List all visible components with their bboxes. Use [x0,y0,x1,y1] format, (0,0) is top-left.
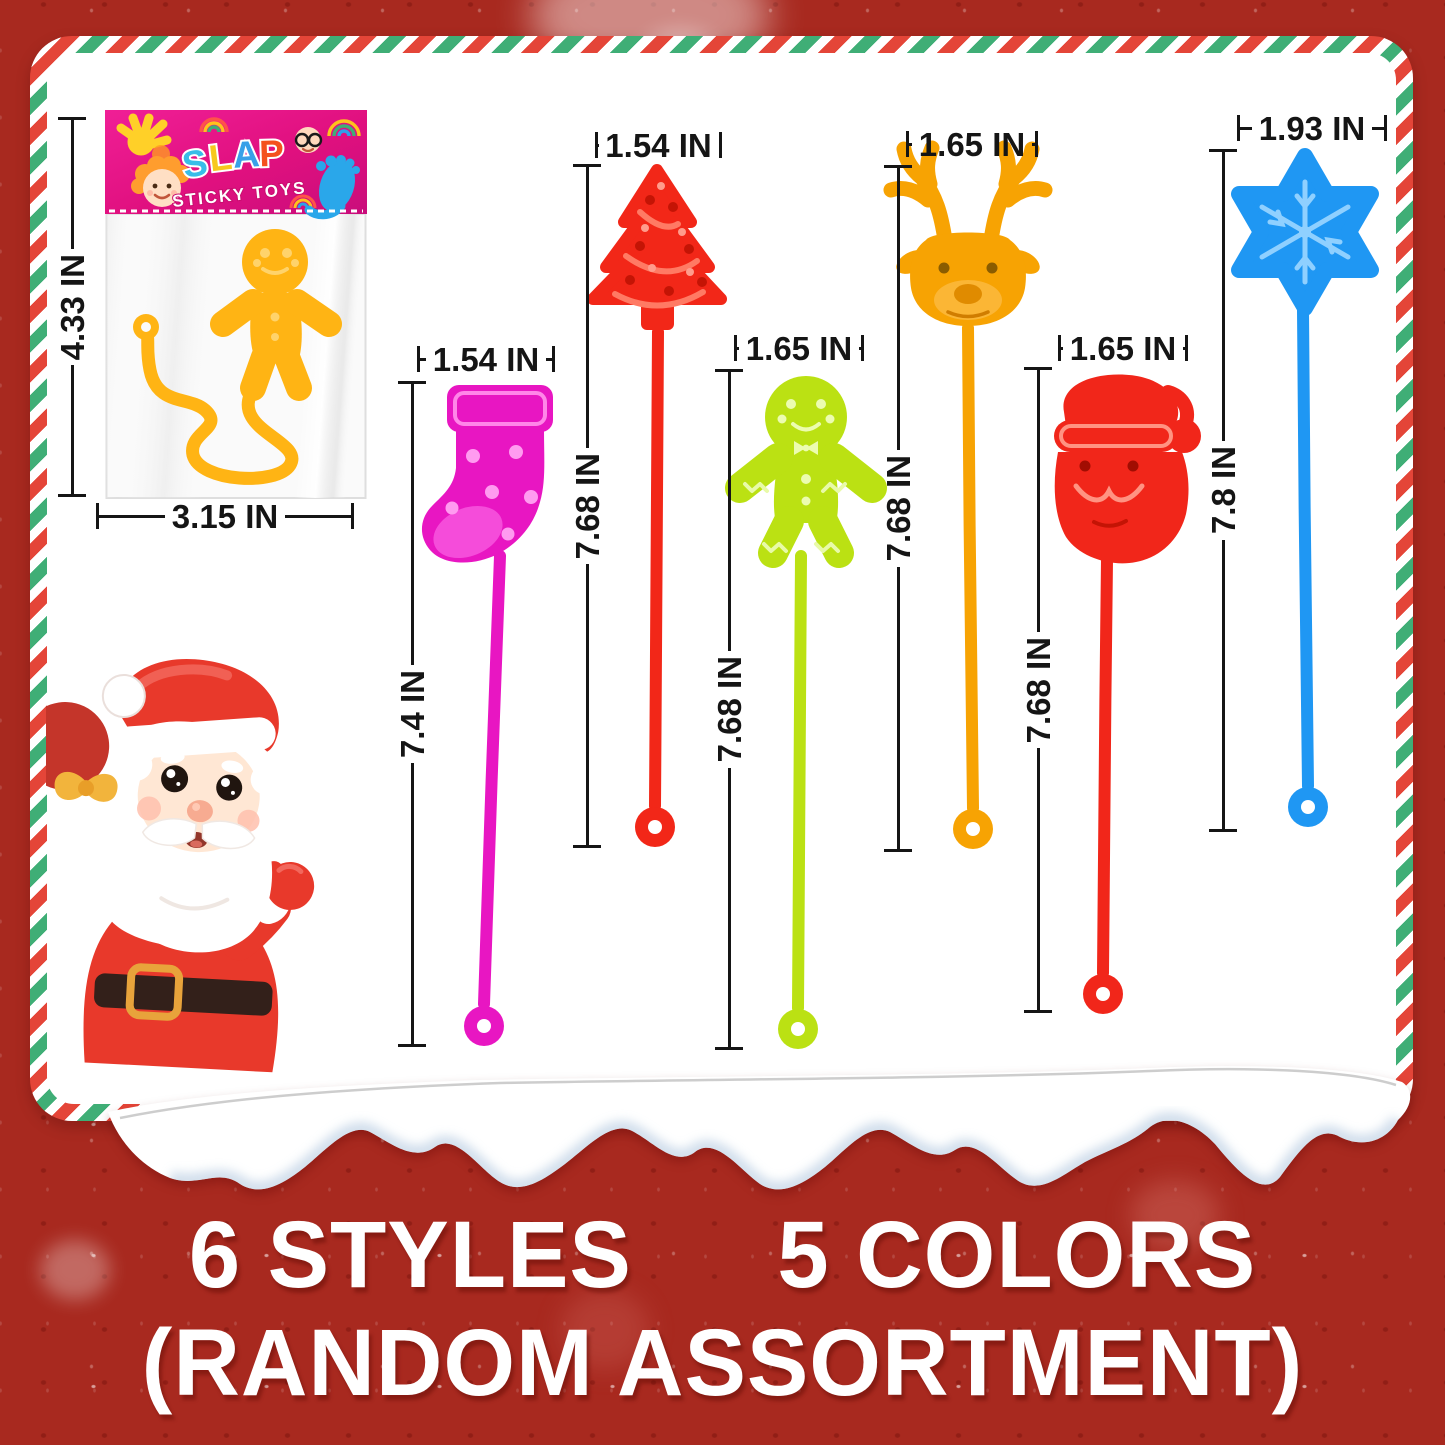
brand-letter: P [259,133,285,175]
snow-edge-line [119,1067,1397,1120]
brand-letter: A [231,133,261,176]
measurement-gingerbread-width: 1.65 IN [734,329,864,367]
toy-reindeer [883,140,1053,849]
toy-santa-face [1054,374,1201,1014]
brand-title: S L A P [177,131,287,188]
measurement-snowflake-width: 1.93 IN [1237,109,1387,147]
snow-drip [108,1066,1411,1190]
measurement-label: 7.68 IN [568,452,606,560]
measurement-label: 1.54 IN [432,340,540,378]
measurement-label: 7.8 IN [1204,446,1242,535]
measurement-label: 7.4 IN [393,669,431,759]
gold-bow [54,772,118,802]
measurement-label: 7.68 IN [1019,636,1057,744]
package-header: S L A P STICKY TOYS [105,110,367,220]
rainbow-icon [327,119,361,137]
glasses-kid-icon [294,127,323,153]
colors-count-text: 5 COLORS [777,1202,1257,1308]
yellow-gingerbread-toy [133,229,342,485]
measurement-gingerbread-length: 7.68 IN [710,369,748,1050]
measurement-santa-width: 1.65 IN [1058,329,1188,367]
footer-line-1: 6 STYLES 5 COLORS [22,1208,1424,1303]
measurement-tree-length: 7.68 IN [568,164,606,848]
boy-face-icon [131,156,190,207]
measurement-reindeer-width: 1.65 IN [906,125,1038,163]
brand-letter: S [179,141,210,186]
measurement-reindeer-length: 7.68 IN [879,165,917,852]
measurement-label: 1.93 IN [1258,109,1366,147]
rainbow-icon [199,117,229,133]
bow-tie [794,441,818,455]
santa-cartoon [46,659,315,1073]
toy-snowflake [1231,148,1379,827]
measurement-label: 4.33 IN [53,253,91,361]
measurement-snowflake-length: 7.8 IN [1204,149,1242,833]
measurement-label: 7.68 IN [879,455,917,562]
measurement-label: 1.54 IN [605,126,712,164]
measurement-stocking-width: 1.54 IN [417,340,555,378]
measurement-stocking-length: 7.4 IN [393,381,431,1048]
assortment-text: (RANDOM ASSORTMENT) [141,1310,1304,1416]
footer-line-2: (RANDOM ASSORTMENT) [22,1316,1424,1411]
measurement-label: 1.65 IN [1069,329,1177,367]
measurement-label: 7.68 IN [710,656,748,763]
toy-stocking [421,385,553,1046]
toy-gingerbread-man [725,376,887,1049]
measurement-santa-length: 7.68 IN [1019,367,1057,1013]
measurement-label: 1.65 IN [918,125,1026,163]
measurement-label: 1.65 IN [745,329,853,367]
measurement-tree-width: 1.54 IN [595,126,722,164]
measurement-package-width: 3.15 IN [96,497,354,535]
measurement-package-height: 4.33 IN [53,117,91,497]
santa-sack [46,702,110,791]
styles-count-text: 6 STYLES [188,1202,632,1308]
measurement-label: 3.15 IN [171,497,279,535]
toy-christmas-tree [587,164,727,847]
package-sample: S L A P STICKY TOYS [105,110,367,499]
brand-letter: L [207,136,234,179]
